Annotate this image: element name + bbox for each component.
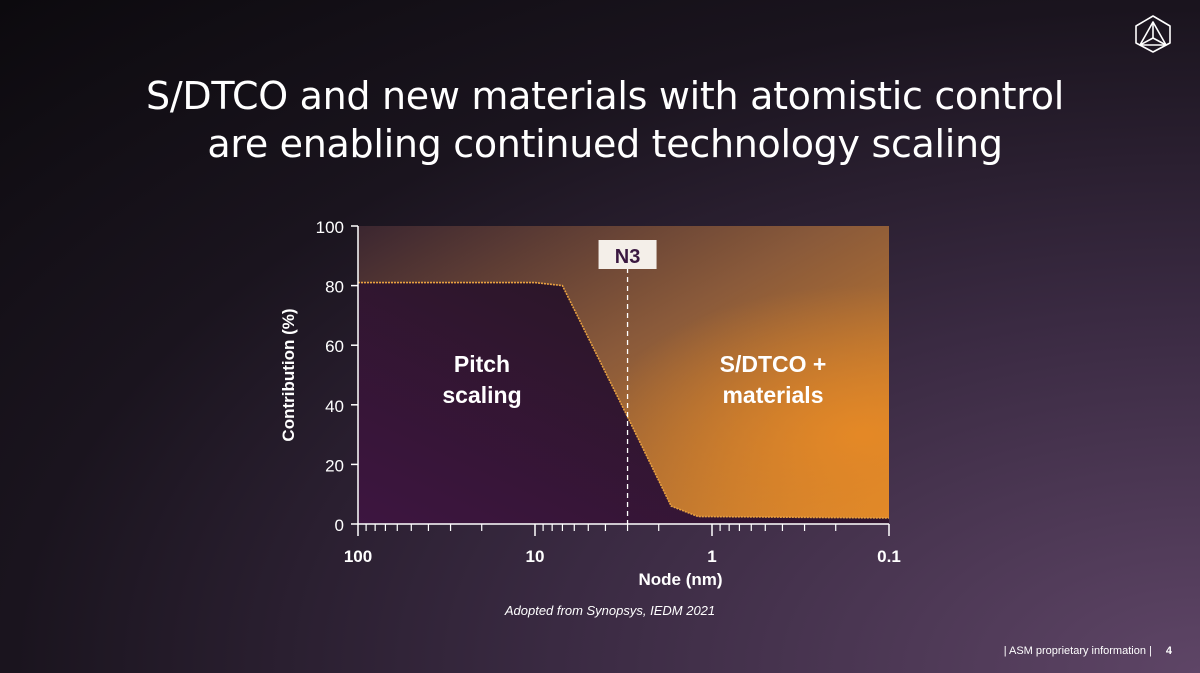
page-number: 4 <box>1165 645 1172 657</box>
y-tick-label: 20 <box>325 456 344 475</box>
x-tick-label: 1 <box>707 547 716 566</box>
x-axis-label: Node (nm) <box>638 570 722 589</box>
y-tick-label: 80 <box>325 278 344 297</box>
y-axis-label: Contribution (%) <box>279 308 298 441</box>
n3-marker-label: N3 <box>615 246 641 268</box>
x-tick-label: 100 <box>344 547 372 566</box>
slide-title: S/DTCO and new materials with atomistic … <box>0 72 1200 168</box>
title-line-2: are enabling continued technology scalin… <box>207 122 1003 166</box>
pitch-scaling-area <box>358 282 889 524</box>
title-line-1: S/DTCO and new materials with atomistic … <box>146 74 1064 118</box>
y-tick-label: 40 <box>325 397 344 416</box>
y-tick-label: 60 <box>325 337 344 356</box>
source-citation: Adopted from Synopsys, IEDM 2021 <box>504 603 716 618</box>
x-tick-label: 0.1 <box>877 547 901 566</box>
n3-marker-box <box>598 240 657 269</box>
pitch-scaling-line <box>358 281 890 519</box>
y-tick-label: 0 <box>335 516 344 535</box>
footer: | ASM proprietary information | 4 <box>1004 645 1172 657</box>
sdtco-materials-label: S/DTCO + materials <box>720 351 827 408</box>
asm-triangle-logo-icon <box>1135 15 1171 53</box>
pitch-scaling-label: Pitch scaling <box>442 351 521 408</box>
y-tick-label: 100 <box>316 218 344 237</box>
footer-text: | ASM proprietary information | <box>1003 645 1152 657</box>
x-tick-label: 10 <box>526 547 545 566</box>
